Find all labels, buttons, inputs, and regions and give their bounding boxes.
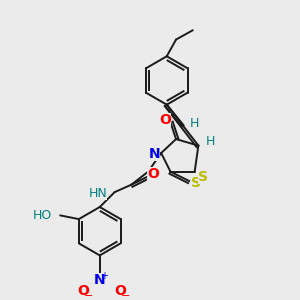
- Text: −: −: [121, 291, 130, 300]
- Text: S: S: [198, 170, 208, 184]
- Text: +: +: [100, 271, 108, 281]
- Text: H: H: [206, 135, 215, 148]
- Text: N: N: [94, 273, 106, 286]
- Text: HO: HO: [33, 209, 52, 222]
- Text: HN: HN: [88, 188, 107, 200]
- Text: O: O: [77, 284, 89, 298]
- Text: O: O: [159, 112, 171, 127]
- Text: O: O: [114, 284, 126, 298]
- Text: O: O: [147, 167, 159, 181]
- Text: −: −: [84, 291, 93, 300]
- Text: S: S: [190, 176, 201, 190]
- Text: H: H: [190, 117, 199, 130]
- Text: N: N: [149, 147, 161, 161]
